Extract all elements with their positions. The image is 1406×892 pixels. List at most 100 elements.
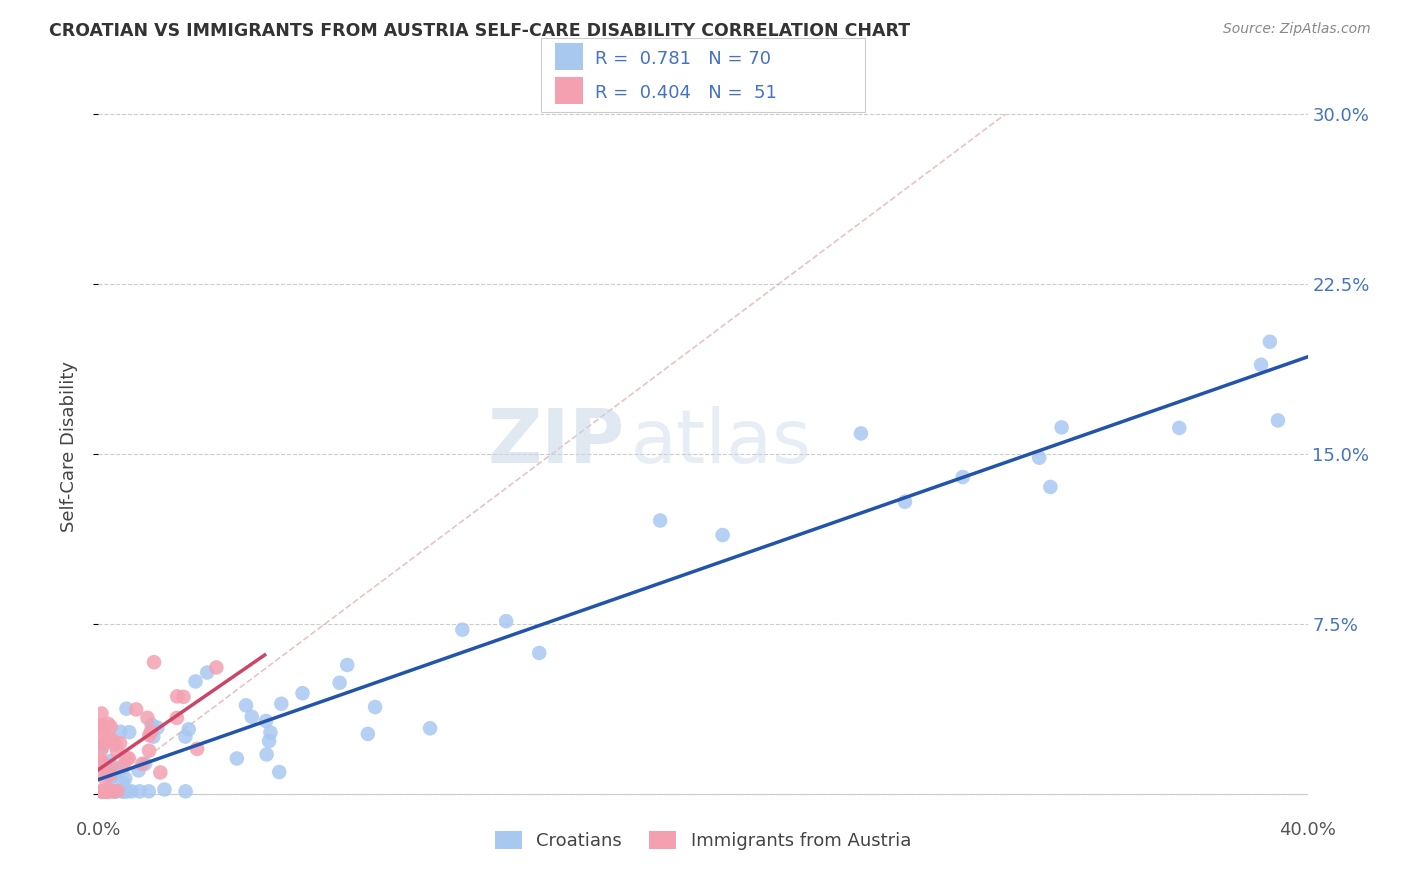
Point (1039, 480, 1062, 494)
Point (98, 784, 121, 798)
Point (270, 697, 292, 711)
Point (139, 724, 162, 739)
Point (98, 784, 121, 798)
Point (90, 756, 112, 770)
Point (111, 776, 134, 790)
Point (1168, 421, 1191, 435)
Point (90, 719, 112, 733)
Point (1050, 420, 1073, 434)
Point (100, 771, 122, 785)
Point (93, 737, 115, 751)
Point (186, 742, 208, 756)
Point (1258, 334, 1281, 349)
Point (96, 784, 118, 798)
Text: atlas: atlas (630, 406, 811, 479)
Point (138, 744, 160, 758)
Point (143, 655, 166, 669)
Point (121, 784, 143, 798)
Point (177, 723, 200, 737)
Point (93, 784, 115, 798)
Point (166, 690, 188, 704)
Point (172, 690, 194, 704)
Point (105, 745, 128, 759)
Point (98, 759, 121, 773)
Point (1267, 413, 1289, 427)
Point (91, 784, 114, 798)
Point (90, 784, 112, 798)
Point (110, 724, 132, 739)
Point (184, 674, 207, 689)
Point (93, 784, 115, 798)
Point (142, 730, 165, 744)
Point (111, 762, 134, 776)
Point (104, 784, 127, 798)
Point (104, 784, 127, 798)
Point (128, 784, 150, 798)
Point (136, 711, 159, 725)
Point (269, 765, 291, 780)
Point (240, 710, 263, 724)
Point (108, 762, 131, 776)
Point (125, 702, 148, 716)
Point (94, 784, 117, 798)
Point (174, 784, 197, 798)
Point (419, 721, 441, 735)
Point (90, 754, 112, 768)
Point (97, 784, 120, 798)
Point (849, 426, 872, 441)
Point (112, 758, 135, 772)
Point (141, 717, 163, 731)
Point (107, 784, 129, 798)
Point (650, 514, 672, 528)
Point (205, 660, 228, 674)
Point (128, 764, 150, 778)
Point (118, 751, 141, 765)
Point (149, 765, 172, 780)
Point (94, 772, 117, 786)
Point (495, 614, 517, 628)
Point (90, 758, 112, 772)
Point (711, 528, 734, 542)
Text: Source: ZipAtlas.com: Source: ZipAtlas.com (1223, 22, 1371, 37)
Y-axis label: Self-Care Disability: Self-Care Disability (59, 360, 77, 532)
Point (108, 736, 131, 750)
Point (90, 736, 112, 750)
Point (138, 728, 160, 742)
Point (100, 720, 122, 734)
Point (117, 784, 139, 798)
Point (90, 784, 112, 798)
Text: CROATIAN VS IMMIGRANTS FROM AUSTRIA SELF-CARE DISABILITY CORRELATION CHART: CROATIAN VS IMMIGRANTS FROM AUSTRIA SELF… (49, 22, 910, 40)
Point (91, 784, 114, 798)
Point (94, 784, 117, 798)
Point (110, 784, 132, 798)
Point (94, 783, 117, 797)
Point (257, 734, 280, 748)
Point (90, 730, 112, 744)
Text: R =  0.781   N = 70: R = 0.781 N = 70 (595, 50, 770, 68)
Point (101, 784, 124, 798)
Point (1028, 450, 1050, 465)
Text: ZIP: ZIP (486, 406, 624, 479)
Point (104, 738, 127, 752)
Point (93, 723, 115, 737)
Point (259, 725, 281, 739)
Text: R =  0.404   N =  51: R = 0.404 N = 51 (595, 84, 776, 103)
Point (138, 784, 160, 798)
Point (225, 751, 247, 765)
Point (98, 767, 121, 781)
Point (91, 765, 114, 780)
Point (329, 675, 352, 690)
Point (115, 752, 138, 766)
Point (166, 711, 188, 725)
Point (952, 470, 974, 484)
Point (90, 784, 112, 798)
Point (101, 770, 124, 784)
Point (235, 698, 257, 713)
Point (357, 727, 380, 741)
Point (97, 733, 120, 747)
Point (364, 700, 387, 714)
Point (96, 784, 118, 798)
Point (114, 772, 136, 786)
Point (100, 731, 122, 746)
Point (254, 714, 277, 728)
